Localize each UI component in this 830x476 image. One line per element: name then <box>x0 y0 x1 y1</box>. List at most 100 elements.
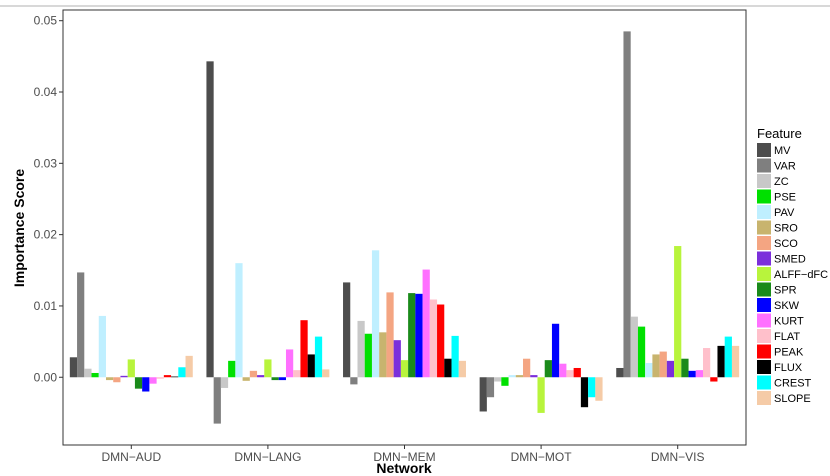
legend-swatch <box>757 158 771 173</box>
bar <box>494 377 502 382</box>
x-tick-label: DMN−MOT <box>511 450 573 464</box>
bar <box>429 299 438 378</box>
y-tick-label: 0.05 <box>34 14 58 28</box>
bar <box>458 360 466 378</box>
x-tick-label: DMN−MEM <box>373 450 435 464</box>
legend-swatch <box>757 220 771 235</box>
bar <box>350 377 358 385</box>
bar <box>249 370 258 378</box>
bar <box>300 320 308 378</box>
bar <box>566 370 574 378</box>
bar <box>717 345 725 378</box>
legend-swatch <box>757 313 771 328</box>
legend-label: SMED <box>774 254 806 266</box>
legend-label: VAR <box>774 161 796 173</box>
legend-swatch <box>757 329 771 343</box>
legend-label: SPR <box>774 285 797 297</box>
bar <box>242 377 250 381</box>
bar <box>120 375 128 378</box>
bar <box>206 61 214 378</box>
bar <box>595 377 603 401</box>
bar <box>127 359 135 378</box>
bar <box>149 377 157 384</box>
bar <box>163 375 172 378</box>
bar <box>235 263 243 378</box>
bar <box>523 358 531 378</box>
bar <box>364 333 372 378</box>
bar <box>666 360 675 378</box>
bar <box>695 370 704 378</box>
legend-swatch <box>757 205 771 219</box>
bar <box>322 369 330 378</box>
bar <box>178 367 186 378</box>
legend-swatch <box>757 251 771 266</box>
legend-title: Feature <box>757 126 802 141</box>
legend-label: FLUX <box>774 362 803 374</box>
bar <box>544 360 552 378</box>
x-tick-label: DMN−AUD <box>101 450 161 464</box>
legend-label: PAV <box>774 207 795 219</box>
bar <box>731 345 740 378</box>
x-axis: DMN−AUD DMN−LANG DMN−MEM DMN−MOT DMN−VIS <box>101 445 705 464</box>
bar <box>307 354 315 378</box>
legend-swatch <box>757 174 771 188</box>
bar <box>264 359 272 378</box>
bar <box>257 375 265 378</box>
bar <box>659 351 667 378</box>
bar <box>400 360 409 378</box>
bar <box>185 355 193 378</box>
bar <box>271 377 279 381</box>
bar <box>105 377 114 381</box>
bar <box>688 370 696 378</box>
bar <box>134 377 143 389</box>
y-axis: 0.00 0.01 0.02 0.03 0.04 0.05 <box>34 14 63 384</box>
legend-label: KURT <box>774 316 804 328</box>
legend: Feature MV VAR ZC PSE PAV SRO SCO SMED ALFF−dFC S… <box>757 126 828 405</box>
bar <box>415 293 423 378</box>
bar <box>530 375 538 378</box>
legend-swatch <box>757 391 771 405</box>
bar <box>551 323 560 378</box>
bar <box>156 377 164 379</box>
bar <box>422 269 430 378</box>
bar <box>501 377 509 386</box>
legend-label: MV <box>774 145 791 157</box>
bar <box>379 332 387 378</box>
bar <box>437 304 445 378</box>
bar <box>408 293 416 378</box>
legend-label: FLAT <box>774 331 800 343</box>
bar <box>357 320 365 378</box>
legend-label: SLOPE <box>774 393 811 405</box>
bar <box>645 362 653 378</box>
bar <box>371 250 380 378</box>
y-tick-label: 0.03 <box>34 156 58 170</box>
bar <box>91 372 99 378</box>
legend-swatch <box>757 344 771 359</box>
legend-swatch <box>757 298 771 312</box>
legend-label: ZC <box>774 176 789 188</box>
bar <box>278 377 286 381</box>
bar <box>285 349 294 378</box>
y-tick-label: 0.00 <box>34 370 58 384</box>
bar <box>142 377 150 392</box>
bar <box>623 31 631 378</box>
legend-swatch <box>757 143 771 157</box>
bar <box>616 367 624 378</box>
x-tick-label: DMN−VIS <box>651 450 705 464</box>
bar <box>393 340 401 378</box>
bar <box>710 377 718 382</box>
x-axis-title: Network <box>376 460 431 476</box>
legend-label: SCO <box>774 238 798 250</box>
bar <box>98 315 106 378</box>
bar <box>580 377 589 408</box>
bar <box>77 272 85 378</box>
legend-swatch <box>757 282 771 297</box>
bar <box>479 377 487 412</box>
bar <box>343 282 351 378</box>
bar <box>637 326 646 378</box>
bar <box>451 335 459 378</box>
bar <box>681 358 689 378</box>
bar <box>588 377 596 398</box>
y-axis-title: Importance Score <box>11 169 27 287</box>
